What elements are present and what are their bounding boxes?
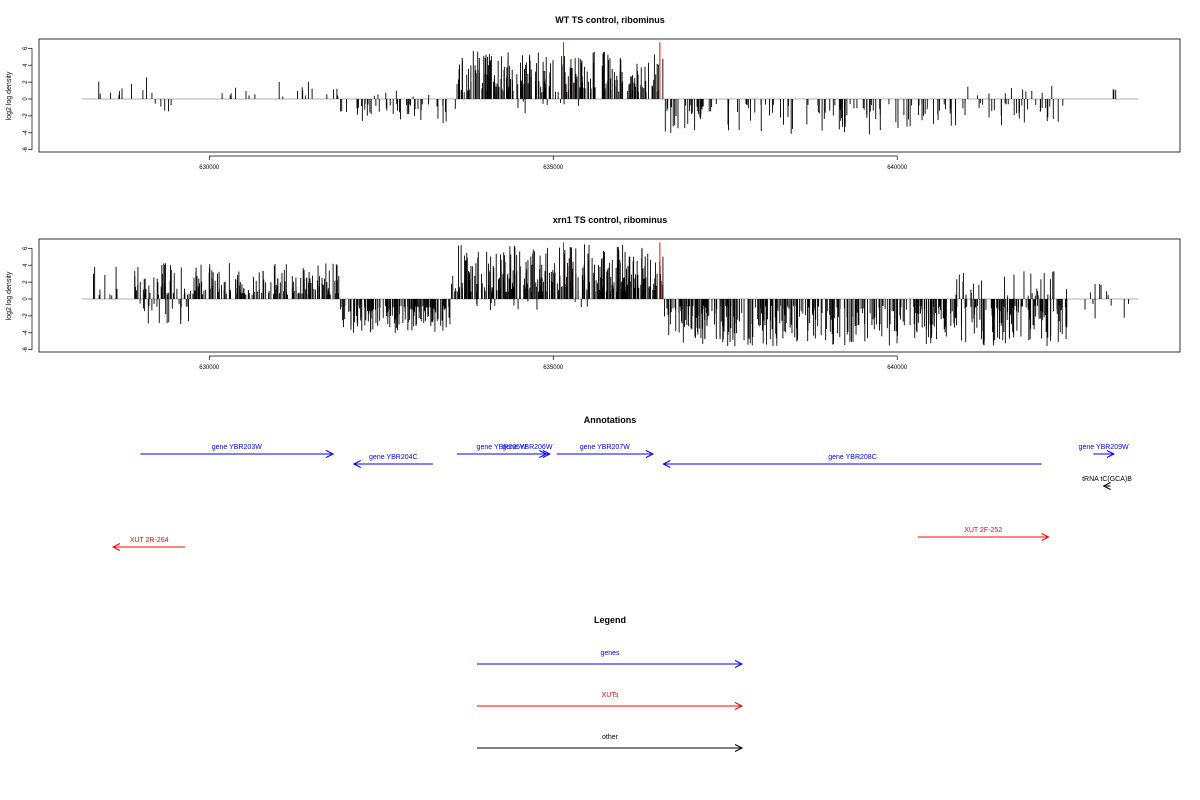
legend-label: XUTs bbox=[602, 692, 619, 699]
annotation-label: gene YBR207W bbox=[580, 444, 630, 451]
x-tick-label: 630000 bbox=[199, 365, 220, 371]
x-tick-label: 630000 bbox=[199, 165, 220, 171]
annotation-label: gene YBR203W bbox=[212, 444, 262, 451]
x-tick-label: 635000 bbox=[543, 165, 564, 171]
wt-track-title: WT TS control, ribominus bbox=[555, 15, 665, 25]
wt-density-track: WT TS control, ribominus -6 -4 -2 0 2 4 6 6300… bbox=[6, 15, 1181, 171]
xrn1-y-axis-label: log2 log density bbox=[6, 271, 13, 320]
y-tick-label: 4 bbox=[23, 63, 29, 67]
xrn1-x-axis: 630000 635000 640000 bbox=[199, 355, 908, 371]
x-tick-label: 640000 bbox=[887, 165, 908, 171]
annotation-feature: gene YBR204C bbox=[352, 454, 433, 468]
wt-highlight-lines bbox=[563, 42, 661, 99]
y-tick-label: 2 bbox=[23, 80, 29, 84]
y-tick-label: -2 bbox=[23, 313, 29, 319]
annotation-label: XUT 2F-252 bbox=[964, 527, 1002, 534]
y-tick-label: 6 bbox=[23, 46, 29, 50]
annotations-title: Annotations bbox=[584, 415, 637, 425]
wt-x-axis: 630000 635000 640000 bbox=[199, 155, 908, 171]
legend-item: genes bbox=[477, 650, 744, 668]
annotation-label: tRNA tC(GCA)B bbox=[1082, 476, 1132, 483]
legend-item: other bbox=[477, 734, 744, 752]
y-tick-label: -6 bbox=[23, 146, 29, 152]
annotations-track: Annotations gene YBR203W gene YBR204C gene… bbox=[111, 415, 1132, 551]
annotation-feature: gene YBR209W bbox=[1079, 444, 1129, 458]
legend-label: other bbox=[602, 734, 619, 741]
xrn1-y-axis: -6 -4 -2 0 2 4 6 bbox=[23, 246, 33, 352]
wt-plot-frame bbox=[38, 38, 1181, 153]
annotation-label: gene YBR208C bbox=[828, 454, 877, 461]
annotation-feature: gene YBR203W bbox=[140, 444, 335, 458]
annotation-label: gene YBR209W bbox=[1079, 444, 1129, 451]
legend-title: Legend bbox=[594, 615, 626, 625]
wt-y-axis-label: log2 log density bbox=[6, 71, 13, 120]
annotation-label: gene YBR205W bbox=[477, 444, 527, 451]
y-tick-label: 0 bbox=[23, 97, 29, 101]
wt-y-axis: -6 -4 -2 0 2 4 6 bbox=[23, 46, 33, 152]
xrn1-density-bars bbox=[93, 244, 1129, 347]
annotation-feature: tRNA tC(GCA)B bbox=[1082, 476, 1132, 490]
legend-label: genes bbox=[600, 650, 620, 657]
wt-density-bars bbox=[98, 51, 1117, 135]
y-tick-label: -6 bbox=[23, 346, 29, 352]
legend-items: genes XUTs other bbox=[477, 650, 744, 752]
legend: Legend genes XUTs other bbox=[477, 615, 744, 752]
annotation-label: gene YBR206W bbox=[502, 444, 552, 451]
legend-item: XUTs bbox=[477, 692, 744, 710]
xrn1-track-title: xrn1 TS control, ribominus bbox=[553, 215, 668, 225]
xrn1-density-track: xrn1 TS control, ribominus -6 -4 -2 0 2 4 6 63… bbox=[6, 215, 1181, 371]
x-tick-label: 640000 bbox=[887, 365, 908, 371]
annotation-feature: gene YBR208C bbox=[662, 454, 1042, 468]
xrn1-highlight-lines bbox=[563, 242, 661, 299]
x-tick-label: 635000 bbox=[543, 365, 564, 371]
annotation-label: XUT 2R-264 bbox=[130, 537, 169, 544]
y-tick-label: 4 bbox=[23, 263, 29, 267]
annotation-feature: gene YBR206W bbox=[502, 444, 553, 458]
y-tick-label: 0 bbox=[23, 297, 29, 301]
annotation-feature: XUT 2R-264 bbox=[111, 537, 186, 551]
y-tick-label: 6 bbox=[23, 246, 29, 250]
xrn1-plot-frame bbox=[38, 238, 1181, 353]
y-tick-label: -4 bbox=[23, 329, 29, 335]
y-tick-label: -2 bbox=[23, 113, 29, 119]
annotation-label: gene YBR204C bbox=[369, 454, 418, 461]
y-tick-label: -4 bbox=[23, 129, 29, 135]
annotation-feature: XUT 2F-252 bbox=[917, 527, 1050, 541]
annotation-feature: gene YBR207W bbox=[556, 444, 655, 458]
y-tick-label: 2 bbox=[23, 280, 29, 284]
